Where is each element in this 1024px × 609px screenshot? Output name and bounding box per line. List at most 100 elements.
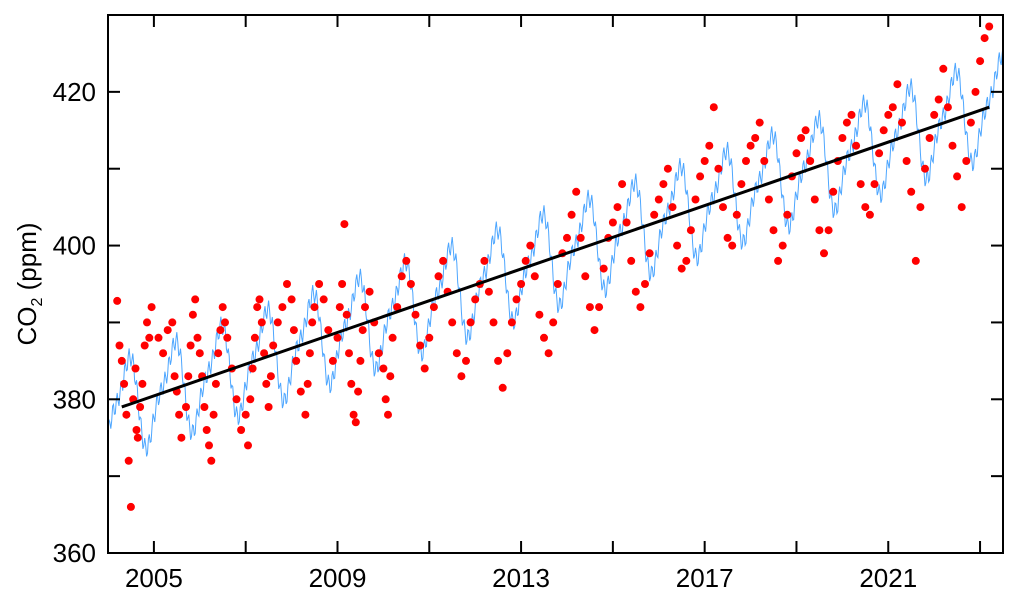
axis-ticks	[108, 15, 1003, 554]
data-point	[303, 379, 312, 388]
data-point	[985, 22, 994, 31]
data-point	[498, 383, 507, 392]
data-point	[374, 349, 383, 358]
data-point	[188, 310, 197, 319]
data-point	[631, 287, 640, 296]
data-point	[202, 426, 211, 434]
red-dot-series	[113, 22, 994, 511]
data-point	[448, 318, 457, 327]
data-point	[170, 372, 179, 381]
data-point	[976, 57, 985, 66]
data-point	[898, 118, 906, 127]
data-point	[806, 157, 815, 165]
data-point	[650, 210, 659, 219]
data-point	[273, 318, 282, 327]
data-point	[393, 303, 402, 312]
data-point	[338, 280, 347, 288]
data-point	[526, 241, 535, 250]
data-point	[439, 256, 448, 265]
data-point	[847, 110, 856, 119]
data-point	[147, 303, 156, 312]
data-point	[888, 103, 897, 112]
data-point	[769, 226, 778, 235]
y-axis-title-suffix: (ppm)	[12, 222, 42, 297]
data-point	[553, 280, 562, 288]
data-point	[824, 226, 833, 235]
data-point	[237, 426, 246, 434]
data-point	[388, 333, 397, 342]
data-point	[342, 310, 351, 319]
data-point	[581, 272, 590, 281]
data-point	[700, 157, 709, 165]
data-point	[244, 441, 252, 450]
data-point	[829, 187, 838, 196]
data-point	[563, 233, 571, 242]
data-point	[709, 103, 718, 112]
y-tick-label: 400	[53, 231, 96, 261]
data-point	[381, 395, 390, 404]
data-point	[211, 379, 220, 388]
data-point	[618, 180, 627, 189]
data-point	[549, 318, 558, 327]
data-point	[751, 134, 760, 142]
data-point	[838, 134, 847, 142]
data-point	[654, 195, 663, 204]
data-point	[131, 364, 140, 373]
data-point	[214, 349, 223, 358]
data-point	[755, 118, 764, 127]
data-point	[907, 187, 916, 196]
data-point	[930, 110, 939, 119]
data-point	[466, 318, 475, 327]
data-point	[783, 210, 792, 219]
data-point	[875, 149, 884, 158]
data-point	[852, 141, 861, 150]
data-point	[365, 287, 374, 296]
data-point	[480, 256, 489, 265]
data-point	[953, 172, 962, 181]
data-point	[815, 226, 824, 235]
data-point	[154, 333, 163, 342]
data-point	[719, 203, 727, 212]
data-point	[484, 287, 493, 296]
data-point	[168, 318, 177, 327]
data-point	[856, 180, 865, 189]
x-tick-label: 2005	[125, 563, 183, 593]
data-point	[810, 195, 819, 204]
data-point	[645, 249, 654, 258]
data-point	[797, 134, 806, 142]
data-point	[397, 272, 406, 281]
data-point	[627, 256, 636, 265]
data-point	[402, 256, 411, 265]
data-point	[175, 410, 184, 419]
data-point	[521, 256, 530, 265]
data-point	[136, 403, 145, 411]
data-point	[572, 187, 581, 196]
data-point	[696, 172, 705, 181]
data-point	[728, 241, 737, 250]
data-point	[971, 87, 980, 96]
trend-line-segment	[121, 105, 990, 409]
data-point	[117, 356, 126, 365]
data-point	[386, 372, 395, 381]
data-point	[503, 349, 512, 358]
data-point	[209, 410, 218, 419]
data-point	[512, 295, 521, 304]
data-point	[287, 295, 296, 304]
y-axis-title-subscript: 2	[29, 298, 46, 307]
data-point	[622, 218, 631, 227]
data-point	[865, 210, 874, 219]
data-point	[262, 379, 271, 388]
data-point	[296, 387, 305, 396]
data-point	[182, 403, 190, 411]
data-point	[218, 303, 227, 312]
data-point	[682, 256, 691, 265]
data-point	[939, 64, 948, 73]
data-point	[902, 157, 911, 165]
x-tick-label: 2017	[676, 563, 734, 593]
data-point	[668, 203, 677, 212]
data-point	[289, 326, 298, 335]
x-tick-label: 2013	[492, 563, 550, 593]
data-point	[340, 220, 349, 229]
data-point	[434, 272, 443, 281]
